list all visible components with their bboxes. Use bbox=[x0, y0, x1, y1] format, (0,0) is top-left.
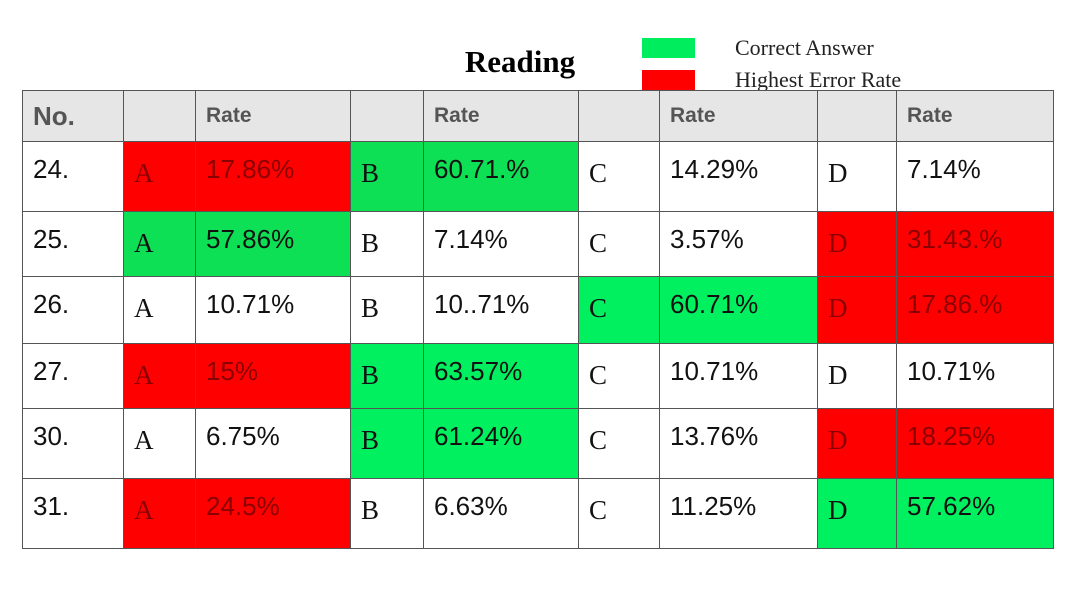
option-letter: D bbox=[817, 343, 897, 409]
option-rate: 31.43.% bbox=[896, 211, 1054, 277]
option-letter: C bbox=[578, 211, 660, 277]
table-body: 24. A 17.86% B 60.71.% C 14.29% D 7.14% 25. A 57.86… bbox=[22, 141, 1054, 549]
table-row: 30. A 6.75% B 61.24% C 13.76% D 18.25% bbox=[22, 408, 1054, 479]
option-letter: B bbox=[350, 141, 424, 212]
option-rate: 13.76% bbox=[659, 408, 818, 479]
header-cell: No. bbox=[22, 90, 124, 142]
option-rate: 17.86% bbox=[195, 141, 351, 212]
legend-label: Highest Error Rate bbox=[735, 67, 902, 92]
header-row: No. Rate Rate Rate Rate bbox=[22, 90, 1054, 142]
title: Reading bbox=[464, 44, 576, 79]
header-cell bbox=[578, 90, 660, 142]
header-cell: Rate bbox=[195, 90, 351, 142]
option-rate: 3.57% bbox=[659, 211, 818, 277]
option-rate: 11.25% bbox=[659, 478, 818, 549]
option-rate: 10.71% bbox=[659, 343, 818, 409]
option-letter: D bbox=[817, 408, 897, 479]
option-letter: D bbox=[817, 478, 897, 549]
question-number: 26. bbox=[22, 276, 124, 344]
option-rate: 57.62% bbox=[896, 478, 1054, 549]
option-letter: A bbox=[123, 408, 196, 479]
option-rate: 10.71% bbox=[195, 276, 351, 344]
option-rate: 60.71.% bbox=[423, 141, 579, 212]
option-rate: 6.63% bbox=[423, 478, 579, 549]
option-rate: 7.14% bbox=[896, 141, 1054, 212]
option-rate: 18.25% bbox=[896, 408, 1054, 479]
question-number: 31. bbox=[22, 478, 124, 549]
question-number: 25. bbox=[22, 211, 124, 277]
option-letter: A bbox=[123, 141, 196, 212]
legend-swatch bbox=[642, 38, 695, 58]
option-rate: 7.14% bbox=[423, 211, 579, 277]
option-letter: C bbox=[578, 141, 660, 212]
header-cell bbox=[350, 90, 424, 142]
option-letter: C bbox=[578, 276, 660, 344]
option-rate: 63.57% bbox=[423, 343, 579, 409]
option-rate: 10..71% bbox=[423, 276, 579, 344]
option-letter: A bbox=[123, 276, 196, 344]
option-rate: 15% bbox=[195, 343, 351, 409]
legend-label: Correct Answer bbox=[735, 35, 874, 60]
option-rate: 6.75% bbox=[195, 408, 351, 479]
table-row: 24. A 17.86% B 60.71.% C 14.29% D 7.14% bbox=[22, 141, 1054, 212]
header-cell: Rate bbox=[896, 90, 1054, 142]
legend-swatch bbox=[642, 70, 695, 90]
option-letter: B bbox=[350, 211, 424, 277]
option-letter: C bbox=[578, 343, 660, 409]
rate-table: No. Rate Rate Rate Rate 24. A 17.86% B 60.71… bbox=[22, 90, 1054, 549]
option-letter: B bbox=[350, 276, 424, 344]
option-letter: C bbox=[578, 408, 660, 479]
option-rate: 24.5% bbox=[195, 478, 351, 549]
option-rate: 10.71% bbox=[896, 343, 1054, 409]
option-rate: 14.29% bbox=[659, 141, 818, 212]
option-rate: 57.86% bbox=[195, 211, 351, 277]
question-number: 30. bbox=[22, 408, 124, 479]
option-letter: B bbox=[350, 408, 424, 479]
header-cell bbox=[123, 90, 196, 142]
option-rate: 17.86.% bbox=[896, 276, 1054, 344]
option-letter: A bbox=[123, 211, 196, 277]
option-letter: D bbox=[817, 141, 897, 212]
table-row: 27. A 15% B 63.57% C 10.71% D 10.71% bbox=[22, 343, 1054, 409]
option-letter: D bbox=[817, 276, 897, 344]
option-letter: B bbox=[350, 478, 424, 549]
question-number: 27. bbox=[22, 343, 124, 409]
option-letter: C bbox=[578, 478, 660, 549]
header-cell: Rate bbox=[423, 90, 579, 142]
question-number: 24. bbox=[22, 141, 124, 212]
option-letter: A bbox=[123, 343, 196, 409]
option-letter: D bbox=[817, 211, 897, 277]
table-row: 31. A 24.5% B 6.63% C 11.25% D 57.62% bbox=[22, 478, 1054, 549]
option-rate: 60.71% bbox=[659, 276, 818, 344]
option-letter: A bbox=[123, 478, 196, 549]
header-cell: Rate bbox=[659, 90, 818, 142]
option-rate: 61.24% bbox=[423, 408, 579, 479]
header-cell bbox=[817, 90, 897, 142]
option-letter: B bbox=[350, 343, 424, 409]
table-row: 26. A 10.71% B 10..71% C 60.71% D 17.86.% bbox=[22, 276, 1054, 344]
table-row: 25. A 57.86% B 7.14% C 3.57% D 31.43.% bbox=[22, 211, 1054, 277]
